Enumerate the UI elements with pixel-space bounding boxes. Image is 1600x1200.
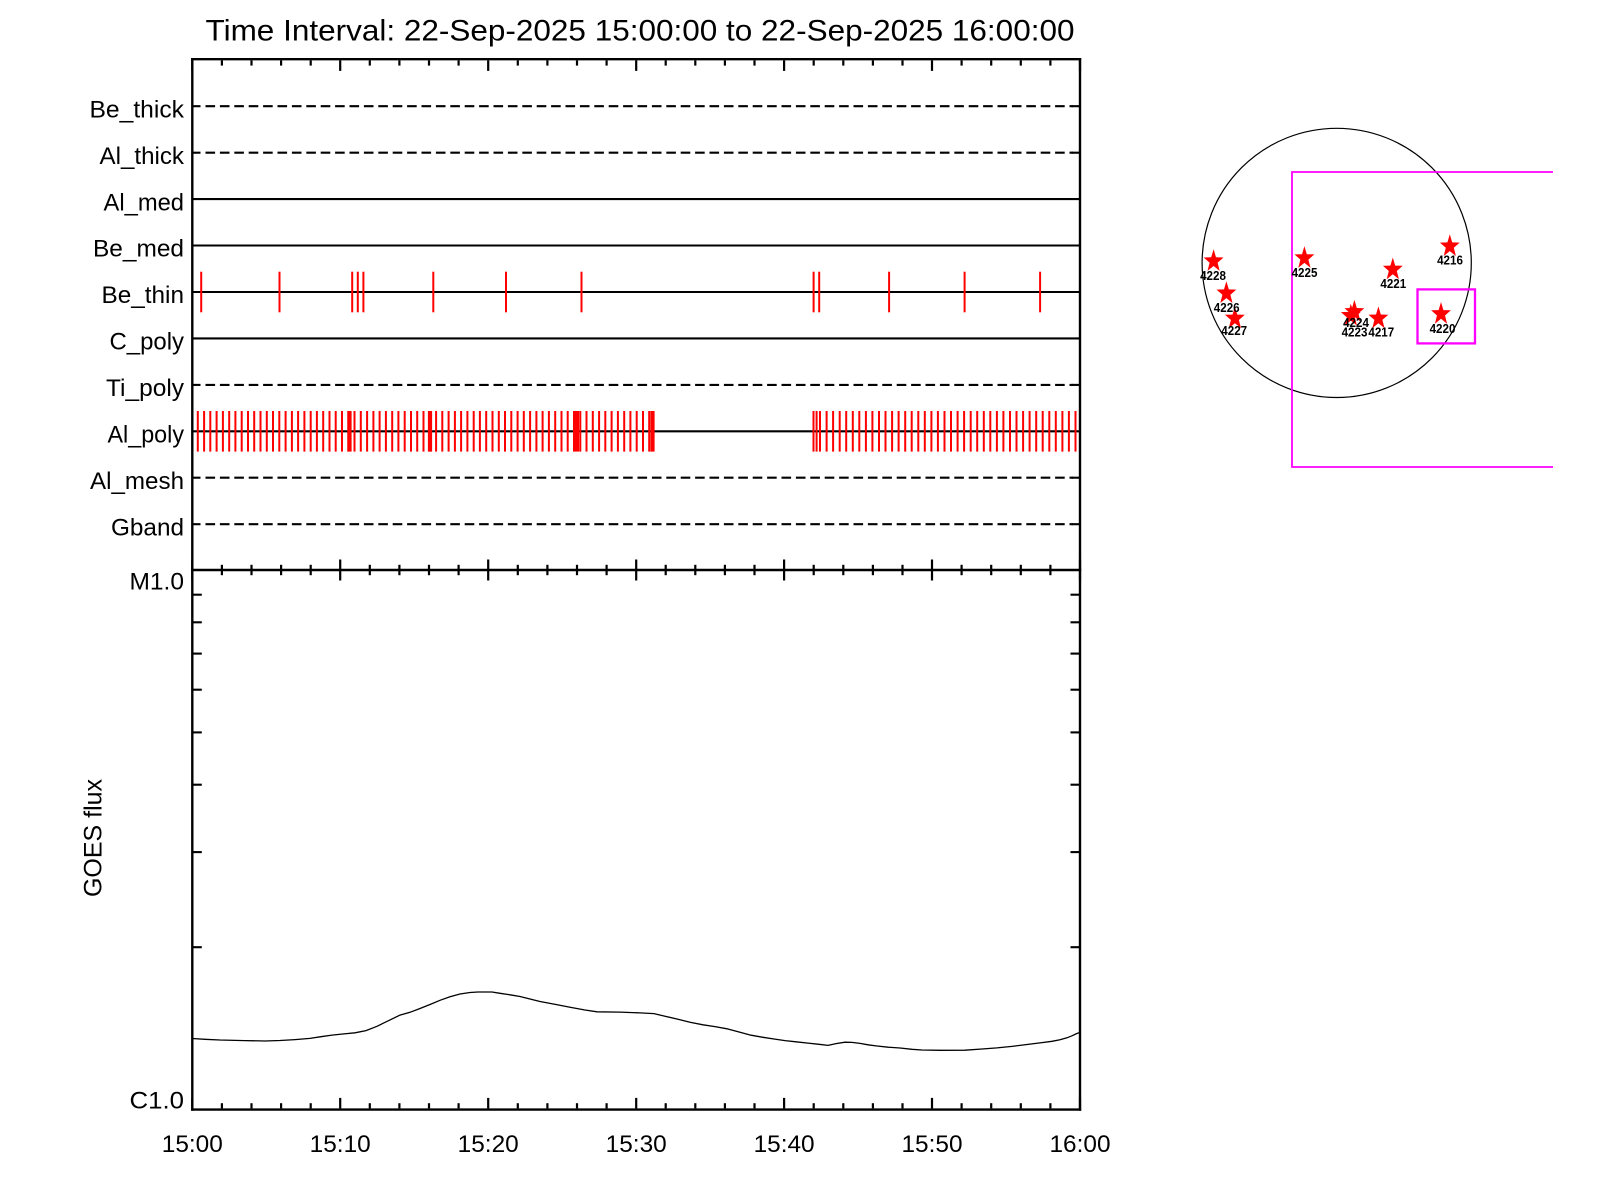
svg-text:M1.0: M1.0 [130,568,185,595]
svg-text:Time Interval: 22-Sep-2025 15:: Time Interval: 22-Sep-2025 15:00:00 to 2… [206,15,1075,48]
svg-text:16:00: 16:00 [1050,1131,1111,1158]
svg-text:15:20: 15:20 [458,1131,519,1158]
svg-text:Al_thick: Al_thick [100,143,185,170]
svg-text:4221: 4221 [1380,277,1406,291]
svg-text:15:00: 15:00 [162,1131,223,1158]
svg-text:15:10: 15:10 [310,1131,371,1158]
svg-text:4223: 4223 [1342,325,1368,339]
svg-text:15:50: 15:50 [902,1131,963,1158]
svg-text:Be_med: Be_med [93,236,184,263]
svg-text:15:30: 15:30 [606,1131,667,1158]
svg-text:GOES flux: GOES flux [80,778,108,897]
svg-text:4217: 4217 [1368,325,1394,339]
svg-text:4225: 4225 [1292,266,1318,280]
svg-text:4227: 4227 [1221,324,1247,338]
svg-text:4226: 4226 [1214,301,1240,315]
svg-text:Gband: Gband [111,514,184,541]
svg-text:4224: 4224 [1343,316,1369,330]
svg-text:15:40: 15:40 [754,1131,815,1158]
svg-text:4216: 4216 [1437,254,1463,268]
svg-text:Al_mesh: Al_mesh [90,468,184,495]
svg-text:C1.0: C1.0 [130,1088,185,1115]
svg-text:Be_thick: Be_thick [90,96,186,123]
svg-text:Al_poly: Al_poly [108,422,185,449]
svg-text:Be_thin: Be_thin [102,282,185,309]
svg-text:Al_med: Al_med [104,189,185,216]
svg-text:4228: 4228 [1200,269,1226,283]
svg-text:C_poly: C_poly [110,329,185,356]
svg-text:Ti_poly: Ti_poly [106,375,184,402]
svg-text:4220: 4220 [1430,322,1456,336]
